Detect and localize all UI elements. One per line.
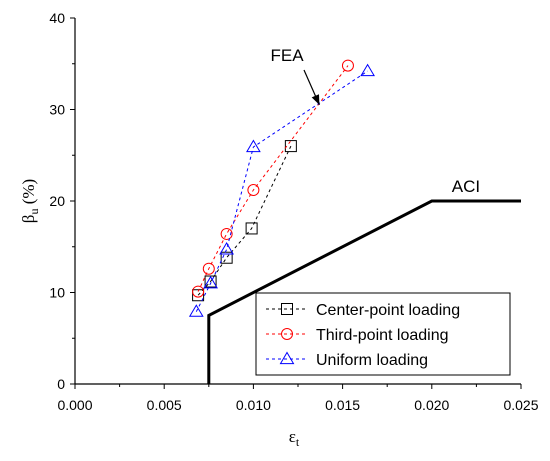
legend: Center-point loading Third-point loading U… bbox=[255, 292, 511, 376]
legend-item-2: Third-point loading bbox=[266, 327, 449, 344]
y-axis-title: βu (%) bbox=[19, 179, 41, 223]
annotations: FEA ACI bbox=[270, 46, 480, 196]
data-point-square bbox=[192, 289, 205, 302]
series-3 bbox=[188, 63, 375, 317]
series-line bbox=[197, 145, 292, 296]
fea-arrow-head bbox=[311, 94, 320, 105]
data-point-circle bbox=[341, 59, 354, 72]
aci-reference-line bbox=[207, 199, 521, 384]
aci-line bbox=[207, 199, 521, 384]
data-point-circle bbox=[202, 262, 215, 275]
y-tick-label: 30 bbox=[49, 102, 65, 118]
y-tick-label: 0 bbox=[57, 376, 65, 392]
x-axis-title: εt bbox=[289, 427, 300, 449]
legend-label: Uniform loading bbox=[316, 352, 428, 369]
x-tick-label: 0.025 bbox=[503, 397, 538, 413]
data-point-square bbox=[220, 251, 233, 264]
legend-label: Third-point loading bbox=[316, 327, 449, 344]
legend-item-1: Center-point loading bbox=[266, 302, 460, 319]
data-point-triangle bbox=[188, 304, 204, 317]
aci-label: ACI bbox=[452, 177, 480, 196]
x-tick-label: 0.000 bbox=[57, 397, 92, 413]
data-point-square bbox=[245, 222, 258, 235]
x-tick-label: 0.005 bbox=[147, 397, 182, 413]
data-point-triangle bbox=[219, 242, 234, 255]
series-line bbox=[197, 65, 349, 292]
data-point-circle bbox=[281, 328, 293, 340]
data-point-triangle bbox=[246, 139, 261, 153]
y-tick-label: 10 bbox=[49, 285, 65, 301]
axes: 0.000 0.005 0.010 0.015 0.020 0.025 0 10 20 30 40 ε… bbox=[19, 10, 539, 449]
y-tick-label: 40 bbox=[49, 10, 65, 26]
data-point-triangle bbox=[360, 63, 375, 77]
data-point-circle bbox=[192, 285, 205, 298]
legend-item-3: Uniform loading bbox=[266, 351, 428, 369]
data-series bbox=[188, 59, 375, 317]
x-tick-label: 0.015 bbox=[325, 397, 360, 413]
data-point-square bbox=[284, 140, 297, 153]
fea-label: FEA bbox=[270, 46, 304, 65]
legend-label: Center-point loading bbox=[316, 302, 460, 319]
data-point-circle bbox=[247, 184, 260, 197]
x-tick-label: 0.020 bbox=[414, 397, 449, 413]
data-point-triangle bbox=[203, 275, 218, 289]
y-tick-label: 20 bbox=[49, 193, 65, 209]
data-point-square bbox=[281, 303, 293, 315]
x-tick-label: 0.010 bbox=[236, 397, 271, 413]
series-2 bbox=[192, 59, 354, 298]
series-line bbox=[195, 70, 368, 312]
series-1 bbox=[192, 140, 297, 302]
data-point-triangle bbox=[279, 351, 295, 365]
data-point-circle bbox=[220, 227, 233, 240]
